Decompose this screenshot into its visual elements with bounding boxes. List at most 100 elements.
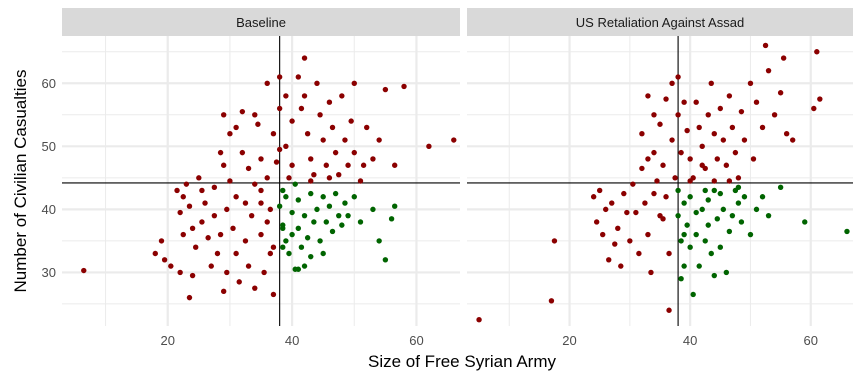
y-axis-title: Number of Civilian Casualties <box>11 70 30 293</box>
data-point <box>723 162 730 168</box>
data-point <box>717 244 724 250</box>
data-point <box>320 137 326 143</box>
data-point <box>276 105 283 112</box>
data-point <box>351 80 357 86</box>
data-point <box>663 96 669 102</box>
x-tick-label: 60 <box>409 333 423 348</box>
data-point <box>753 99 760 105</box>
data-point <box>651 190 657 197</box>
data-point <box>789 137 796 143</box>
data-point <box>224 206 230 213</box>
data-point <box>645 156 651 162</box>
data-point <box>370 206 376 213</box>
panel-background <box>467 36 853 326</box>
data-point <box>723 269 730 276</box>
data-point <box>699 162 705 168</box>
data-point <box>357 178 364 184</box>
data-point <box>258 200 264 206</box>
data-point <box>351 194 357 200</box>
data-point <box>227 178 233 184</box>
data-point <box>199 219 205 225</box>
data-point <box>180 231 186 238</box>
data-point <box>220 288 227 295</box>
data-point <box>388 216 395 222</box>
data-point <box>681 99 687 105</box>
data-point <box>687 156 693 162</box>
data-point <box>476 316 482 323</box>
data-point <box>753 206 760 213</box>
data-point <box>687 178 693 184</box>
data-point <box>227 131 233 137</box>
data-point <box>669 137 675 143</box>
data-point <box>339 93 345 99</box>
data-point <box>627 238 633 244</box>
data-point <box>342 200 348 206</box>
data-point <box>186 294 193 301</box>
data-point <box>189 272 196 279</box>
data-point <box>720 137 727 143</box>
data-point <box>289 118 295 124</box>
data-point <box>693 99 699 105</box>
data-point <box>693 209 699 216</box>
data-point <box>729 124 736 131</box>
data-point <box>233 250 239 257</box>
data-point <box>376 238 382 244</box>
data-point <box>814 49 820 55</box>
data-point <box>729 212 736 219</box>
data-point <box>339 222 345 228</box>
data-point <box>741 137 748 143</box>
data-point <box>702 238 708 244</box>
data-point <box>308 190 314 197</box>
data-point <box>615 225 621 231</box>
data-point <box>735 200 742 206</box>
data-point <box>735 175 742 181</box>
data-point <box>675 212 681 219</box>
x-tick-label: 20 <box>562 333 576 348</box>
data-point <box>606 257 612 263</box>
data-point <box>600 231 606 238</box>
data-point <box>332 190 339 197</box>
data-point <box>242 200 249 206</box>
data-point <box>675 112 681 118</box>
data-point <box>252 285 258 291</box>
data-point <box>236 279 242 285</box>
data-point <box>217 149 224 156</box>
data-point <box>660 162 666 168</box>
data-point <box>326 99 333 105</box>
data-point <box>609 200 615 206</box>
data-point <box>681 200 687 206</box>
data-point <box>298 105 305 112</box>
data-point <box>370 156 376 162</box>
data-point <box>382 257 389 263</box>
data-point <box>317 238 323 244</box>
data-point <box>289 231 295 238</box>
data-point <box>802 219 808 225</box>
data-point <box>726 93 733 99</box>
data-point <box>280 187 286 194</box>
data-point <box>81 267 87 274</box>
data-point <box>217 231 224 238</box>
data-point <box>298 244 305 250</box>
data-point <box>714 216 720 222</box>
data-point <box>714 156 720 162</box>
data-point <box>357 219 364 225</box>
data-point <box>732 149 739 156</box>
data-point <box>323 162 329 168</box>
data-point <box>811 105 817 112</box>
data-point <box>329 124 336 131</box>
strip-background <box>62 8 460 36</box>
data-point <box>208 263 214 269</box>
data-point <box>329 228 336 235</box>
data-point <box>645 93 651 99</box>
data-point <box>678 238 684 244</box>
panel-title: US Retaliation Against Assad <box>576 15 744 30</box>
data-point <box>351 149 357 156</box>
data-point <box>230 225 236 231</box>
data-point <box>245 165 252 172</box>
data-point <box>651 149 657 156</box>
data-point <box>270 244 277 250</box>
data-point <box>696 124 702 131</box>
data-point <box>220 162 227 168</box>
data-point <box>205 235 211 241</box>
